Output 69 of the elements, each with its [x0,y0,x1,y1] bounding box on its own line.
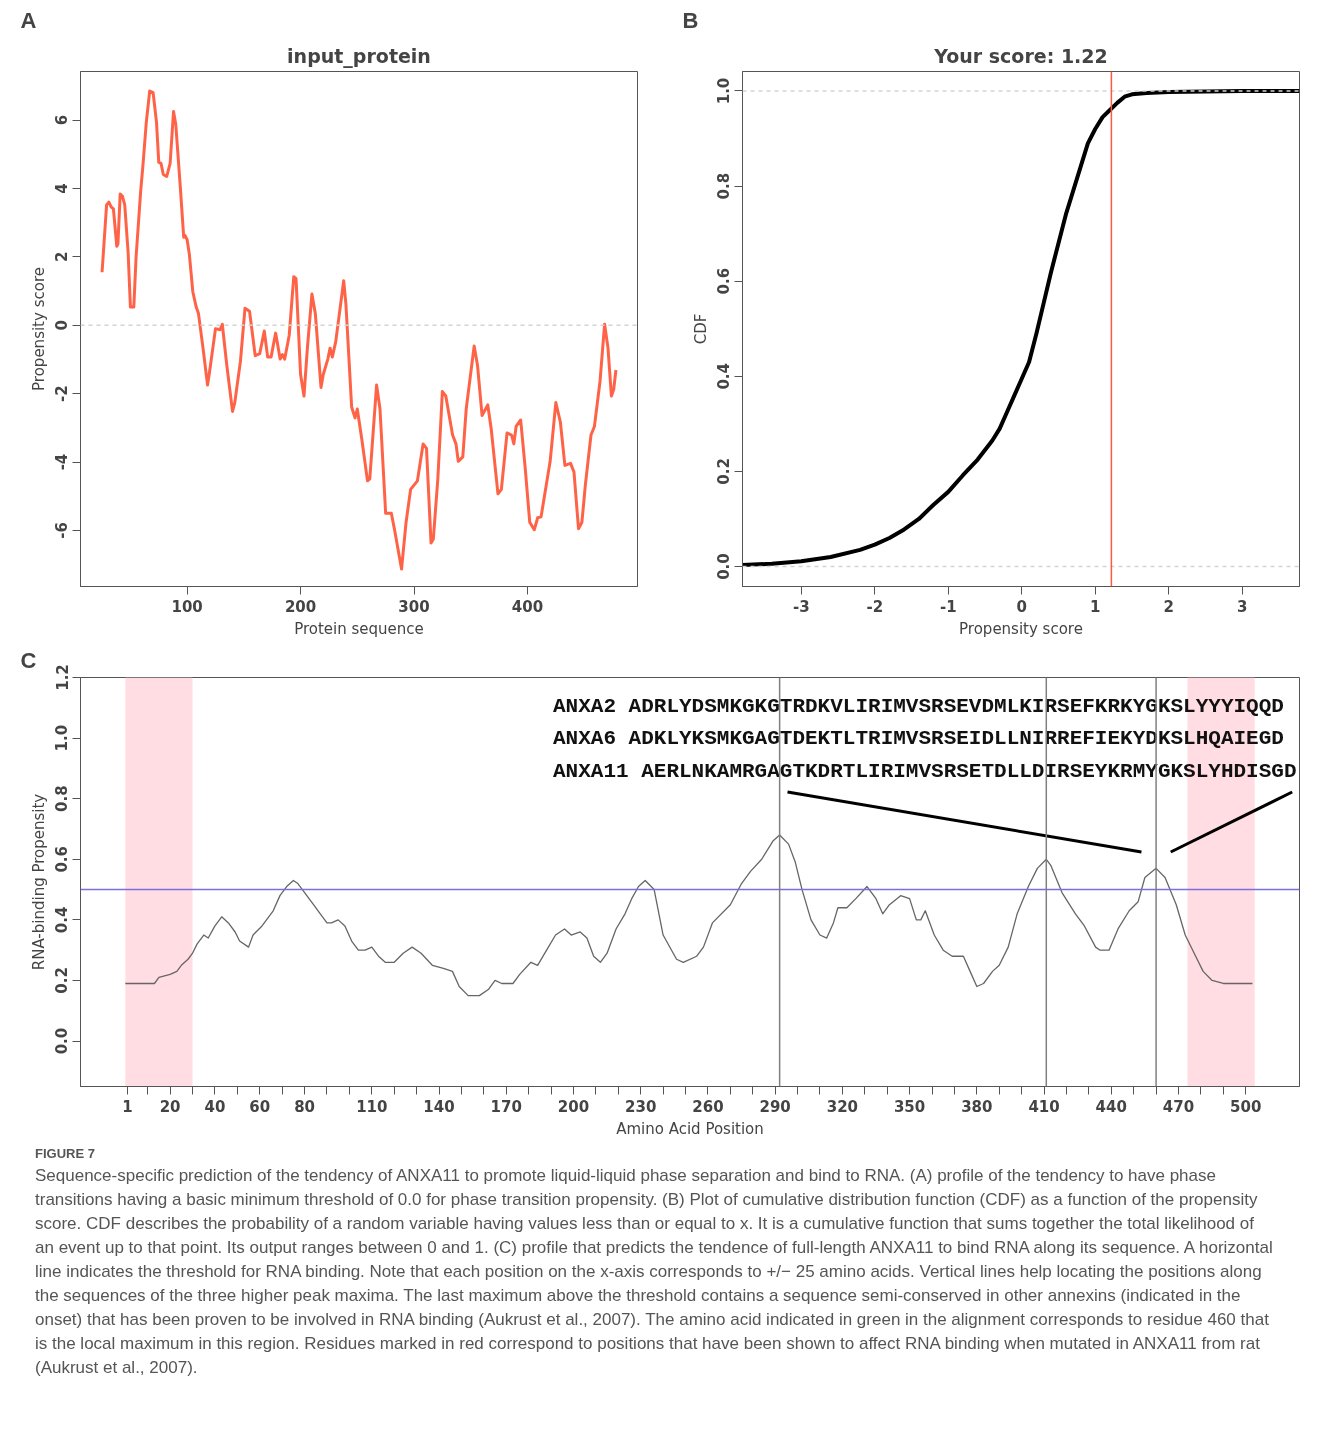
x-tick-label: 0 [1016,597,1027,616]
x-tick-label: 320 [826,1097,859,1116]
x-tick-label: 400 [511,597,544,616]
x-tick-label: 2 [1163,597,1174,616]
y-tick-label: 2 [53,251,72,263]
y-tick-label: 0.8 [715,172,734,200]
x-tick-label: 200 [284,597,317,616]
annotation: ANXA6 ADKLYKSMKGAGTDEKTLTRIMVSRSEIDLLNIRREFIEKYDKSLHQAIEGD [552,727,1284,751]
chart-title: input_protein [287,44,431,68]
y-tick-label: 0.6 [53,845,72,873]
x-axis-title: Protein sequence [294,619,424,638]
x-tick-label: 80 [294,1097,316,1116]
chart-title: Your score: 1.22 [933,44,1108,67]
y-tick-label: -2 [53,385,72,402]
y-tick-label: 6 [53,114,72,126]
x-tick-label: 300 [398,597,430,616]
caption: FIGURE 7 [35,1145,96,1163]
x-axis-title: Amino Acid Position [616,1119,764,1138]
x-tick-label: 440 [1095,1097,1127,1116]
y-tick-label: -6 [53,522,72,539]
x-tick-label: 60 [249,1097,271,1116]
y-axis-title: RNA-binding Propensity [29,793,48,971]
text: B [682,7,699,33]
x-tick-label: -3 [792,597,810,616]
y-tick-label: 4 [53,183,72,194]
line-series [742,89,1300,568]
y-tick-label: 0.2 [715,458,734,485]
y-tick-label: 0.0 [53,1027,72,1055]
x-tick-label: 100 [171,597,203,616]
y-axis-title: Propensity score [29,267,48,391]
x-tick-label: 40 [204,1097,226,1116]
x-tick-label: 200 [557,1097,590,1116]
x-tick-label: 230 [625,1097,657,1116]
x-tick-label: 110 [356,1097,388,1116]
x-tick-label: 470 [1162,1097,1195,1116]
x-tick-label: 410 [1028,1097,1060,1116]
x-tick-label: 1 [1090,597,1101,616]
text: Sequence-specific prediction of the tendency of ANXA11 to promote liquid-liquid phase separation and bind to RNA. (A) profile of the tendency to have phase transitions having a basic minimum threshold of 0.0 for phase transition propensity. (B) Plot of cumulative distribution function (CDF) as a function of the propensity score. CDF describes the probability of a random variable having values less than or equal to x. It is a cumulative function that sums together the total likelihood of an event up to that point. Its output ranges between 0 and 1. (C) profile that predicts the tendence of full-length ANXA11 to bind RNA along its sequence. A horizontal line indicates the threshold for RNA binding. Note that each position on the x-axis corresponds to +/− 25 amino acids. Vertical lines help locating the positions along the sequences of the three higher peak maxima. The last maximum above the threshold contains a sequence semi-conserved in other annexins (indicated in the onset) that has been proven to be involved in RNA binding (Aukrust et al., 2007). The amino acid indicated in green in the alignment corresponds to residue 460 that is the local maximum in this region. Residues marked in red correspond to positions that have been shown to affect RNA binding when mutated in ANXA11 from rat (Aukrust et al., 2007). [35,1165,1273,1377]
x-tick-label: 350 [893,1097,926,1116]
line-series [124,834,1254,997]
x-axis-title: Propensity score [959,619,1083,638]
y-tick-label: 0 [53,320,72,331]
y-tick-label: 0.4 [715,363,734,390]
x-tick-label: 20 [159,1097,181,1116]
x-tick-label: -1 [939,597,957,616]
line-series [100,89,618,571]
x-tick-label: 3 [1236,597,1248,616]
y-tick-label: 0.2 [53,967,72,994]
x-tick-label: 140 [423,1097,455,1116]
text: A [20,7,37,33]
x-tick-label: 290 [759,1097,791,1116]
x-tick-label: 170 [490,1097,522,1116]
y-tick-label: 0.0 [715,553,734,580]
annotation: ANXA11 AERLNKAMRGAGTKDRTLIRIMVSRSETDLLDIRSEYKRMYGKSLYHDISGD [552,760,1297,784]
y-tick-label: -4 [53,453,72,471]
y-tick-label: 1.0 [715,77,734,105]
y-tick-label: 0.4 [53,906,72,934]
annotation: ANXA2 ADRLYDSMKGKGTRDKVLIRIMVSRSEVDMLKIRSEFKRKYGKSLYYYIQQD [552,694,1284,718]
text: C [20,647,37,673]
y-tick-label: 0.6 [715,267,734,295]
y-tick-label: 1.2 [53,664,72,691]
x-tick-label: 260 [692,1097,724,1116]
x-tick-label: 380 [961,1097,993,1116]
y-tick-label: 0.8 [53,785,72,812]
y-axis-title: CDF [691,313,710,345]
x-tick-label: 1 [122,1097,133,1116]
y-tick-label: 1.0 [53,724,72,752]
x-tick-label: 500 [1230,1097,1262,1116]
x-tick-label: -2 [866,597,884,616]
